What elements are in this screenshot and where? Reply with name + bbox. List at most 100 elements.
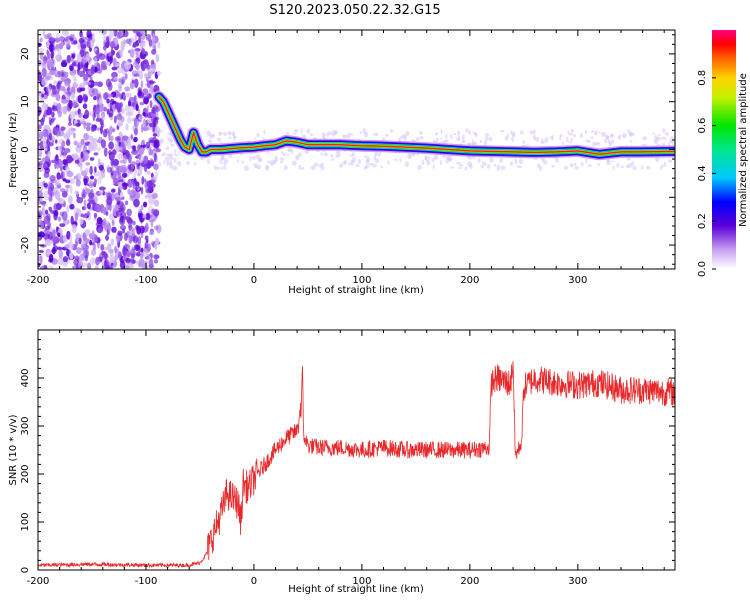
noise-dot: [458, 164, 464, 167]
noise-dot: [114, 197, 122, 202]
noise-dot: [42, 61, 47, 65]
noise-dot: [452, 133, 457, 136]
noise-dot: [64, 244, 70, 249]
noise-dot: [82, 65, 87, 73]
noise-dot: [54, 127, 61, 137]
noise-dot: [169, 143, 175, 147]
noise-dot: [148, 148, 153, 156]
noise-dot: [461, 138, 465, 143]
noise-dot: [193, 161, 197, 166]
noise-dot: [74, 159, 80, 164]
noise-dot: [122, 154, 127, 165]
noise-dot: [94, 203, 102, 213]
noise-dot: [439, 160, 442, 166]
noise-dot: [81, 253, 86, 257]
noise-dot: [62, 30, 68, 36]
noise-dot: [93, 212, 98, 219]
noise-dot: [76, 142, 83, 149]
noise-dot: [48, 253, 54, 263]
noise-dot: [151, 193, 158, 200]
noise-dot: [61, 71, 65, 78]
noise-dot: [117, 121, 123, 127]
noise-dot: [85, 53, 90, 62]
noise-dot: [146, 71, 153, 78]
noise-dot: [43, 182, 48, 188]
noise-dot: [104, 223, 108, 231]
noise-dot: [504, 136, 509, 141]
noise-dot: [105, 211, 109, 216]
noise-dot: [641, 165, 644, 170]
noise-dot: [60, 61, 68, 68]
noise-dot: [143, 73, 148, 79]
noise-dot: [662, 128, 666, 133]
spectrogram-xtick-label: 300: [568, 275, 587, 286]
noise-dot: [128, 97, 136, 102]
noise-dot: [416, 137, 420, 142]
figure-title: S120.2023.050.22.32.G15: [269, 3, 440, 18]
noise-dot: [362, 128, 367, 134]
noise-dot: [79, 87, 86, 92]
noise-dot: [38, 146, 42, 155]
noise-dot: [68, 157, 74, 163]
noise-dot: [119, 191, 124, 198]
noise-dot: [85, 125, 91, 132]
noise-dot: [152, 133, 158, 137]
noise-dot: [139, 42, 146, 48]
noise-dot: [140, 80, 144, 89]
noise-dot: [84, 228, 91, 237]
noise-dot: [119, 49, 123, 58]
noise-dot: [120, 78, 125, 85]
noise-dot: [79, 118, 86, 124]
spectrogram-ytick-label: 10: [20, 95, 31, 108]
noise-dot: [154, 242, 158, 251]
noise-dot: [49, 210, 56, 214]
noise-dot: [122, 135, 129, 141]
noise-dot: [297, 152, 303, 157]
noise-dot: [95, 257, 100, 266]
noise-dot: [173, 149, 177, 155]
noise-dot: [627, 163, 633, 168]
noise-dot: [123, 182, 126, 186]
noise-dot: [135, 159, 140, 164]
noise-dot: [52, 102, 58, 106]
noise-dot: [251, 156, 257, 160]
noise-dot: [108, 108, 114, 118]
noise-dot: [81, 194, 86, 199]
noise-dot: [449, 158, 453, 161]
noise-dot: [82, 103, 88, 110]
noise-dot: [144, 235, 149, 240]
noise-dot: [153, 163, 159, 170]
noise-dot: [95, 117, 101, 122]
noise-dot: [594, 130, 598, 136]
noise-dot: [99, 105, 105, 112]
noise-dot: [132, 145, 137, 152]
noise-dot: [72, 220, 78, 226]
noise-dot: [69, 203, 75, 210]
noise-dot: [74, 212, 79, 222]
noise-dot: [134, 48, 141, 52]
noise-dot: [69, 34, 75, 39]
noise-dot: [107, 224, 111, 233]
noise-dot: [432, 164, 435, 170]
noise-dot: [137, 173, 141, 177]
noise-dot: [141, 175, 145, 185]
noise-dot: [143, 144, 147, 148]
noise-dot: [117, 146, 123, 150]
noise-dot: [286, 153, 290, 156]
noise-dot: [46, 249, 51, 256]
noise-dot: [279, 160, 284, 164]
noise-dot: [209, 134, 212, 140]
noise-dot: [148, 80, 156, 84]
noise-dot: [642, 136, 648, 141]
noise-dot: [143, 63, 148, 69]
noise-dot: [65, 39, 71, 48]
noise-dot: [38, 255, 43, 262]
noise-dot: [309, 133, 314, 137]
noise-dot: [45, 209, 49, 215]
noise-dot: [127, 188, 131, 195]
noise-dot: [174, 154, 179, 157]
noise-dot: [669, 138, 673, 144]
noise-dot: [52, 246, 56, 255]
noise-dot: [426, 160, 431, 166]
noise-dot: [442, 140, 448, 144]
